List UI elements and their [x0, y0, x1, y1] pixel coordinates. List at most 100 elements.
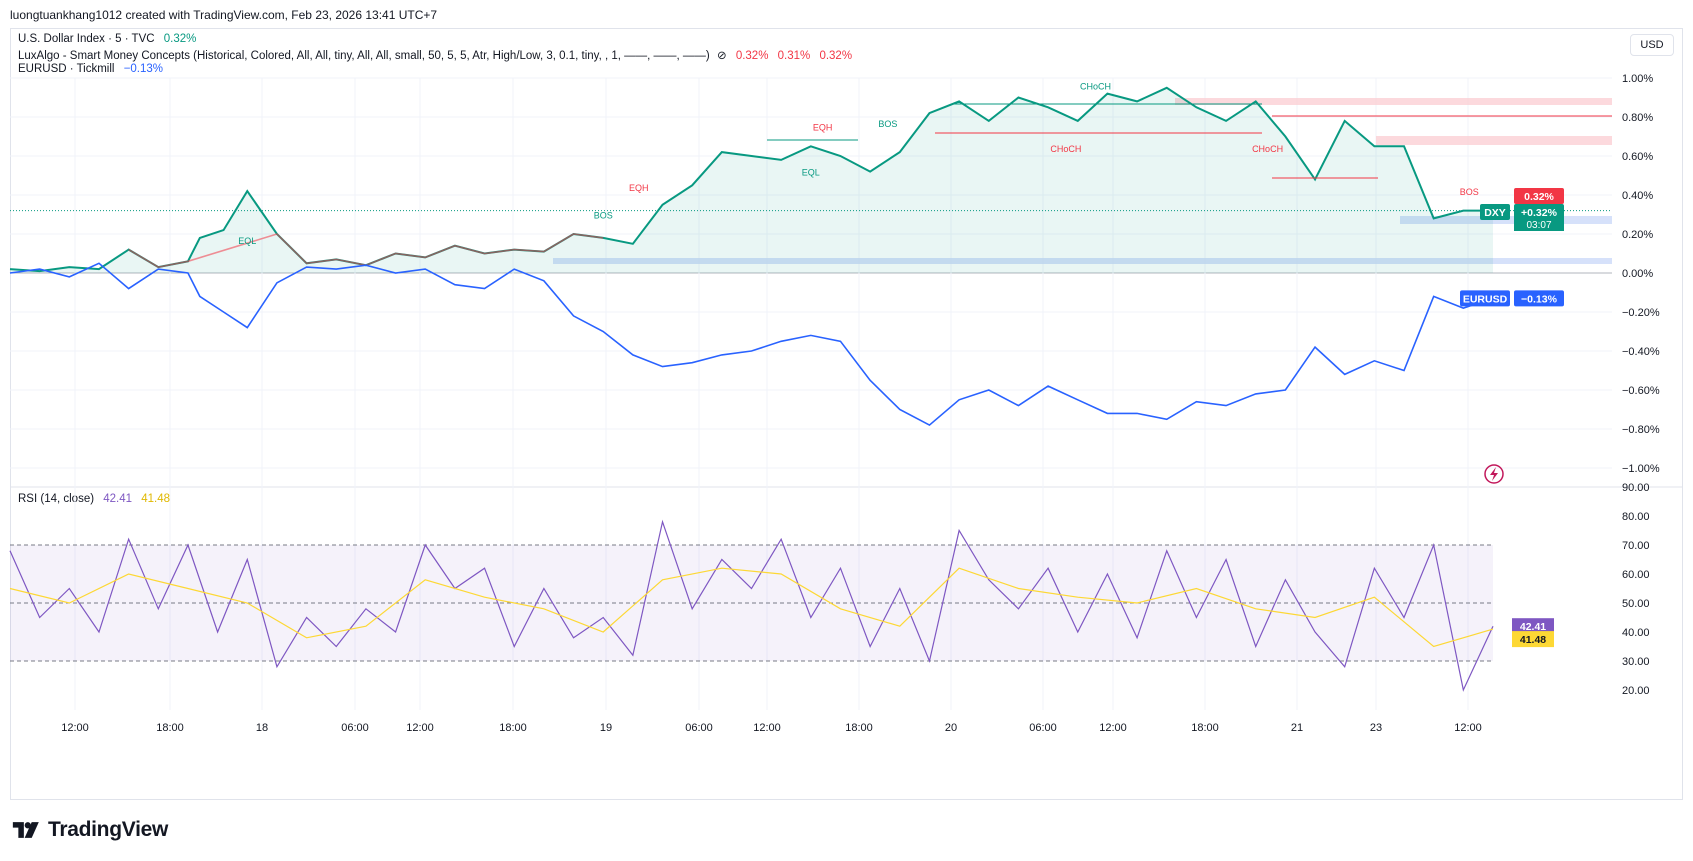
legend-rsi-ma-value: 41.48 — [141, 493, 171, 505]
legend-eurusd-name: EURUSD · Tickmill — [18, 63, 115, 75]
x-tick-label: 06:00 — [341, 722, 369, 734]
y-tick-label-main: −0.40% — [1622, 346, 1660, 358]
dxy-name-tag: DXY — [1480, 204, 1510, 220]
x-tick-label: 18 — [256, 722, 268, 734]
y-tick-label-rsi: 90.00 — [1622, 482, 1650, 494]
chart-frame — [10, 28, 1683, 800]
x-tick-label: 06:00 — [685, 722, 713, 734]
y-tick-label-main: −0.20% — [1622, 307, 1660, 319]
y-tick-label-rsi: 70.00 — [1622, 540, 1650, 552]
supply-zone — [1376, 136, 1612, 145]
smc-label: CHoCH — [1050, 144, 1081, 154]
smc-label: EQL — [238, 236, 256, 246]
x-tick-label: 12:00 — [61, 722, 89, 734]
dxy-price-tag-bg — [1514, 204, 1564, 220]
smc-label: BOS — [594, 210, 613, 220]
countdown-text: 03:07 — [1526, 220, 1551, 231]
x-tick-label: 18:00 — [156, 722, 184, 734]
rsi-ma-value-tag: 41.48 — [1512, 631, 1554, 648]
x-tick-label: 12:00 — [1454, 722, 1482, 734]
y-tick-label-main: 0.20% — [1622, 229, 1653, 241]
smc-label: EQH — [629, 183, 649, 193]
x-tick-label: 12:00 — [753, 722, 781, 734]
alert-icon-circle — [1484, 464, 1504, 484]
dxy-price-tag: +0.32% — [1514, 204, 1564, 220]
legend-rsi-value: 42.41 — [103, 493, 133, 505]
supply-zone — [1175, 98, 1612, 105]
y-tick-label-rsi: 20.00 — [1622, 685, 1650, 697]
tradingview-logo[interactable]: TradingView — [12, 818, 168, 842]
logo-text: TradingView — [48, 818, 169, 841]
y-tick-label-rsi: 40.00 — [1622, 627, 1650, 639]
y-tick-label-main: −0.80% — [1622, 424, 1660, 436]
smc-label: BOS — [878, 119, 897, 129]
rsi-value-bg — [1512, 618, 1554, 635]
y-tick-label-main: 0.60% — [1622, 151, 1653, 163]
alert-icon-bolt — [1490, 467, 1498, 481]
rsi-ma-line — [9, 567, 1494, 648]
y-tick-label-rsi: 80.00 — [1622, 511, 1650, 523]
eurusd-price-tag-text: −0.13% — [1521, 293, 1558, 305]
smc-label: CHoCH — [1080, 82, 1111, 92]
rsi-line — [9, 519, 1494, 692]
eurusd-price-tag-bg — [1514, 290, 1564, 307]
legend-dxy[interactable]: U.S. Dollar Index · 5 · TVC 0.32% — [18, 33, 196, 45]
x-tick-label: 19 — [600, 722, 612, 734]
dxy-name-text: DXY — [1484, 207, 1506, 219]
x-tick-label: 21 — [1291, 722, 1303, 734]
smc-label: EQH — [813, 123, 833, 133]
smc-label: EQL — [802, 168, 820, 178]
y-tick-label-rsi: 50.00 — [1622, 598, 1650, 610]
x-tick-label: 18:00 — [499, 722, 527, 734]
tradingview-logo-icon — [12, 822, 39, 838]
rsi-value-text: 42.41 — [1520, 621, 1546, 633]
x-tick-label: 12:00 — [406, 722, 434, 734]
y-tick-label-main: 0.80% — [1622, 112, 1653, 124]
legend-indicator-v3: 0.32% — [819, 50, 853, 62]
hide-icon[interactable]: ⊘ — [716, 50, 727, 62]
legend-indicator[interactable]: LuxAlgo - Smart Money Concepts (Historic… — [18, 48, 852, 62]
dxy-area — [10, 87, 1493, 273]
smc-label: BOS — [1460, 187, 1479, 197]
legend-dxy-name: U.S. Dollar Index · 5 · TVC — [18, 33, 155, 45]
eurusd-name-text: EURUSD — [1463, 293, 1508, 305]
x-tick-label: 18:00 — [845, 722, 873, 734]
rsi-ma-value-text: 41.48 — [1520, 634, 1546, 646]
x-tick-label: 23 — [1370, 722, 1382, 734]
y-tick-label-main: −1.00% — [1622, 463, 1660, 475]
indicator-price-tag-bg — [1514, 188, 1564, 204]
legend-eurusd[interactable]: EURUSD · Tickmill −0.13% — [18, 63, 163, 75]
y-tick-label-main: −0.60% — [1622, 385, 1660, 397]
eurusd-name-bg — [1460, 290, 1510, 307]
legend-eurusd-change: −0.13% — [123, 63, 164, 75]
smc-label: CHoCH — [1252, 144, 1283, 154]
demand-zone — [553, 258, 1612, 264]
legend-indicator-v2: 0.31% — [777, 50, 811, 62]
dxy-bearish-segment — [128, 233, 604, 268]
legend-indicator-name: LuxAlgo - Smart Money Concepts (Historic… — [18, 50, 710, 62]
dxy-name-bg — [1480, 204, 1510, 220]
indicator-price-tag-text: 0.32% — [1524, 191, 1554, 203]
attribution-header: luongtuankhang1012 created with TradingV… — [10, 8, 438, 22]
indicator-price-tag: 0.32% — [1514, 188, 1564, 204]
alert-icon — [1484, 464, 1504, 484]
legend-dxy-change: 0.32% — [163, 33, 197, 45]
rsi-value-tag: 42.41 — [1512, 618, 1554, 635]
y-tick-label-rsi: 60.00 — [1622, 569, 1650, 581]
countdown-bg — [1514, 218, 1564, 231]
y-tick-label-main: 1.00% — [1622, 73, 1653, 85]
y-tick-label-main: 0.40% — [1622, 190, 1653, 202]
x-tick-label: 06:00 — [1029, 722, 1057, 734]
x-tick-label: 12:00 — [1099, 722, 1127, 734]
countdown-tag: 03:07 — [1514, 218, 1564, 231]
rsi-ma-value-bg — [1512, 631, 1554, 648]
x-tick-label: 18:00 — [1191, 722, 1219, 734]
x-tick-label: 20 — [945, 722, 957, 734]
eurusd-line — [9, 262, 1494, 427]
currency-button[interactable]: USD — [1630, 34, 1674, 56]
dxy-price-tag-text: +0.32% — [1521, 207, 1558, 219]
legend-indicator-v1: 0.32% — [735, 50, 769, 62]
y-tick-label-main: 0.00% — [1622, 268, 1653, 280]
y-tick-label-rsi: 30.00 — [1622, 656, 1650, 668]
